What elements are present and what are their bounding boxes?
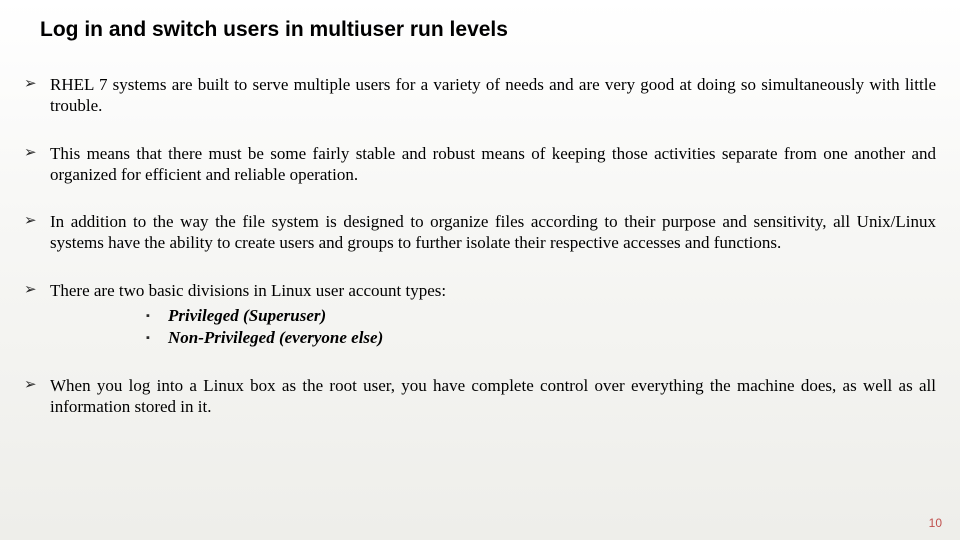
bullet-marker-icon: ➢: [24, 280, 50, 300]
bullet-item: ➢This means that there must be some fair…: [24, 143, 936, 186]
sub-bullet-item: ▪Privileged (Superuser): [146, 305, 936, 327]
bullet-text-content: RHEL 7 systems are built to serve multip…: [50, 75, 936, 115]
bullet-item: ➢RHEL 7 systems are built to serve multi…: [24, 74, 936, 117]
sub-bullet-marker-icon: ▪: [146, 327, 168, 345]
bullet-marker-icon: ➢: [24, 211, 50, 231]
sub-bullet-list: ▪Privileged (Superuser)▪Non-Privileged (…: [146, 305, 936, 349]
bullet-marker-icon: ➢: [24, 74, 50, 94]
bullet-text: When you log into a Linux box as the roo…: [50, 375, 936, 418]
page-number: 10: [929, 516, 942, 530]
bullet-text: There are two basic divisions in Linux u…: [50, 280, 936, 349]
bullet-text: In addition to the way the file system i…: [50, 211, 936, 254]
bullet-item: ➢When you log into a Linux box as the ro…: [24, 375, 936, 418]
bullet-text-content: In addition to the way the file system i…: [50, 212, 936, 252]
bullet-text-content: This means that there must be some fairl…: [50, 144, 936, 184]
slide-body: ➢RHEL 7 systems are built to serve multi…: [24, 74, 936, 443]
sub-bullet-item: ▪Non-Privileged (everyone else): [146, 327, 936, 349]
bullet-text: This means that there must be some fairl…: [50, 143, 936, 186]
bullet-text-content: When you log into a Linux box as the roo…: [50, 376, 936, 416]
sub-bullet-marker-icon: ▪: [146, 305, 168, 323]
sub-bullet-text: Non-Privileged (everyone else): [168, 327, 383, 349]
bullet-marker-icon: ➢: [24, 143, 50, 163]
slide-title: Log in and switch users in multiuser run…: [40, 18, 508, 42]
bullet-text-content: There are two basic divisions in Linux u…: [50, 281, 446, 300]
bullet-marker-icon: ➢: [24, 375, 50, 395]
bullet-item: ➢In addition to the way the file system …: [24, 211, 936, 254]
sub-bullet-text: Privileged (Superuser): [168, 305, 326, 327]
bullet-text: RHEL 7 systems are built to serve multip…: [50, 74, 936, 117]
bullet-item: ➢There are two basic divisions in Linux …: [24, 280, 936, 349]
